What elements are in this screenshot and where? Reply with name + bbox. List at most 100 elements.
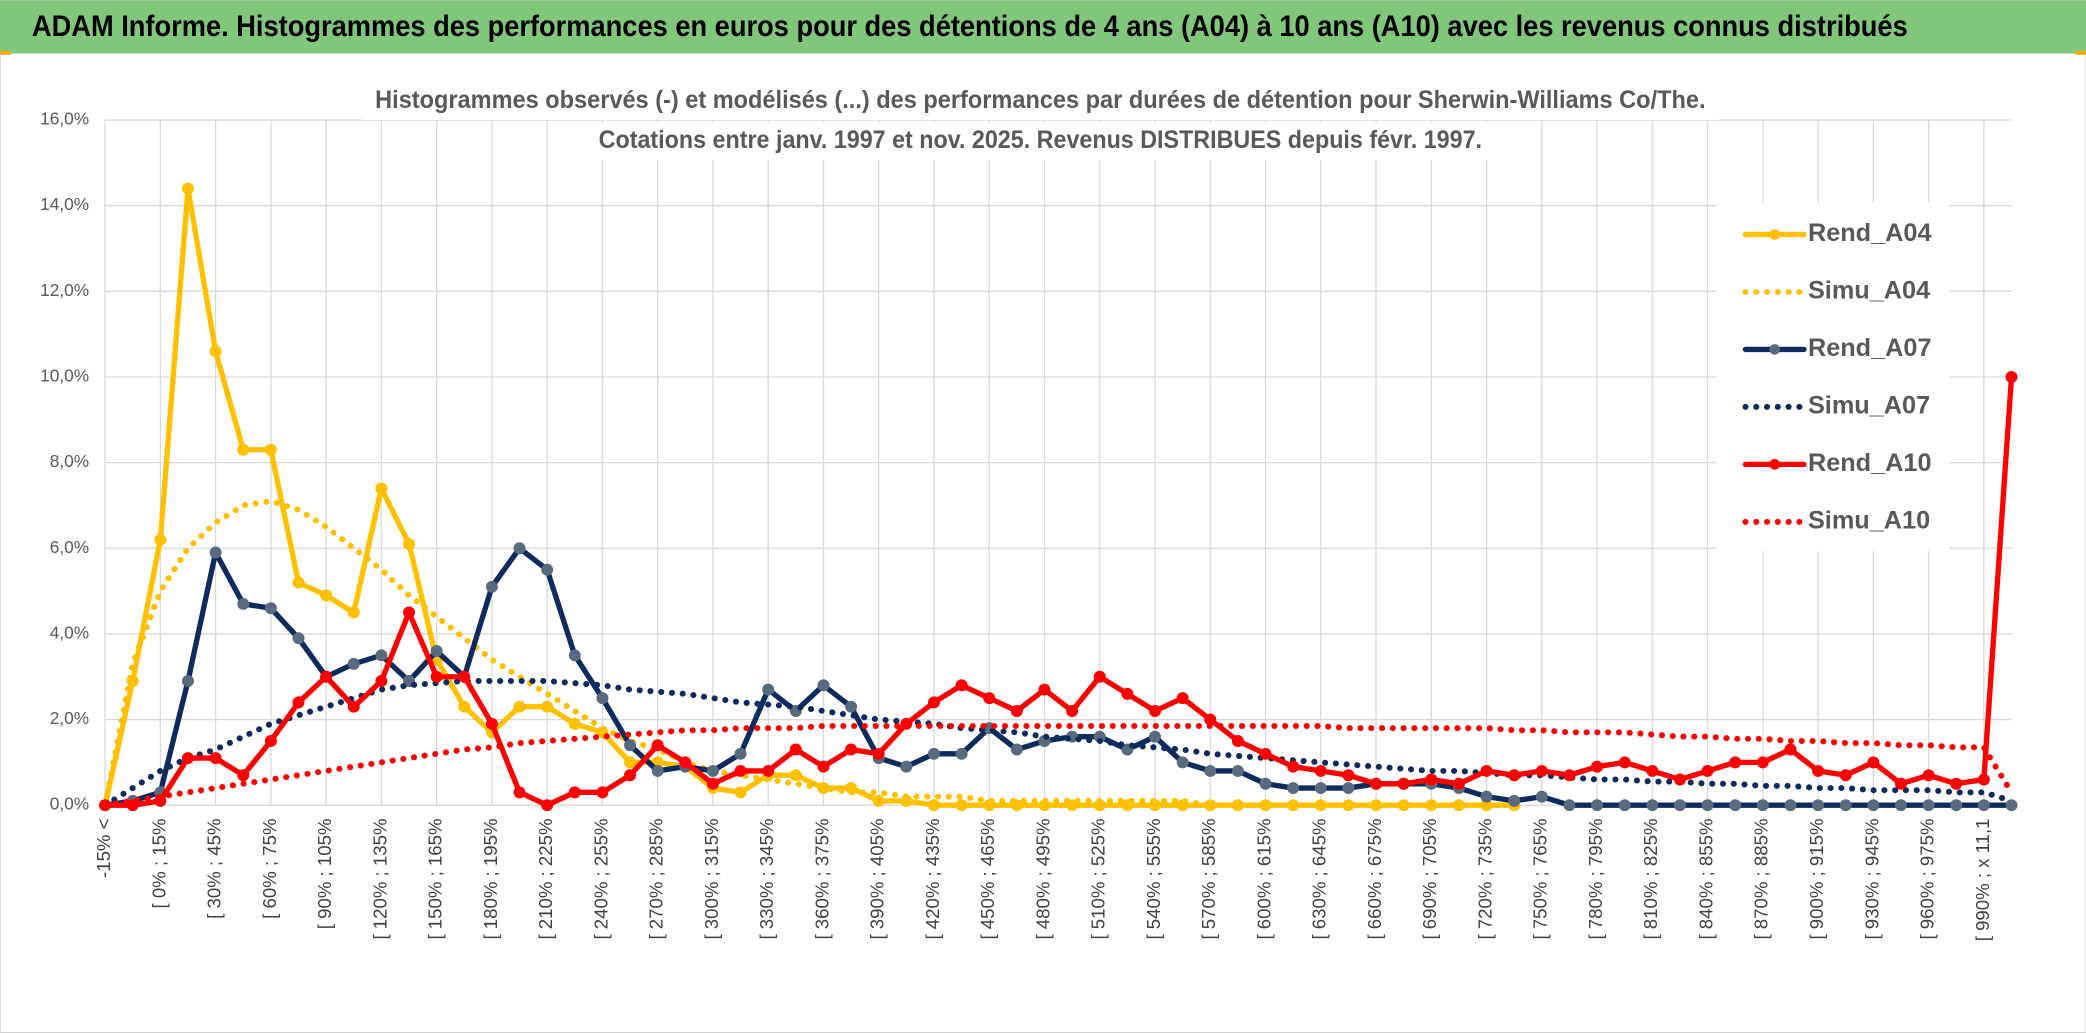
data-point [1784,743,1797,756]
data-point [347,700,360,713]
model-line [102,498,1518,809]
data-point [1038,683,1051,696]
data-point [1563,799,1576,812]
data-point [1314,764,1327,777]
data-point [1093,670,1106,683]
data-point [706,777,719,790]
data-point [651,739,664,752]
y-tick-label: 8,0% [50,451,89,471]
data-point [1812,764,1825,777]
data-point [1314,782,1327,795]
page-title: ADAM Informe. Histogrammes des performan… [32,11,1908,43]
x-tick-label: [ 810% ; 825% [1640,818,1661,939]
data-point [762,764,775,777]
legend-label: Simu_A10 [1808,506,1930,534]
y-tick-label: 2,0% [50,708,89,728]
x-tick-label: [ 90% ; 105% [314,818,335,929]
data-point [1287,760,1300,773]
data-point [1673,773,1686,786]
data-point [1922,799,1935,812]
data-point [292,632,305,645]
data-point [1535,764,1548,777]
corner-mark [2075,50,2086,55]
data-point [1618,799,1631,812]
title-background [361,82,1719,121]
data-point [789,769,802,782]
data-point [1812,799,1825,812]
data-point [375,675,388,687]
data-point [237,443,250,456]
data-point [568,717,581,730]
data-point [403,606,416,619]
data-point [181,752,194,765]
data-point [1977,773,1990,786]
data-point [1425,773,1438,786]
data-point [1729,756,1742,769]
data-point [872,747,885,760]
x-tick-label: [ 270% ; 285% [646,818,667,939]
data-point [1756,799,1769,812]
legend-label: Simu_A04 [1808,277,1930,305]
x-tick-label: [ 990% ; x 11,1 [1972,818,1993,941]
data-point [1149,704,1161,717]
data-point [1591,799,1604,812]
data-point [209,345,222,358]
data-point [1508,794,1521,807]
data-point [1867,756,1880,769]
data-point [541,799,554,812]
y-tick-label: 12,0% [40,280,89,300]
data-point [209,752,222,765]
data-point [485,717,498,730]
title-bar [0,0,2086,54]
data-point [1259,747,1272,760]
data-point [955,679,968,692]
data-point [2005,799,2018,812]
x-tick-label: [ 60% ; 75% [259,818,280,918]
data-point [1480,764,1493,777]
data-point [347,657,360,670]
data-point [1950,799,1963,812]
x-tick-label: [ 960% ; 975% [1917,818,1938,939]
data-point [1121,687,1134,700]
data-point [264,602,277,615]
data-point [734,747,747,760]
data-point [375,649,388,662]
x-tick-label: [ 120% ; 135% [369,818,390,939]
x-tick-label: [ 660% ; 675% [1364,818,1385,939]
data-point [1894,777,1907,790]
data-point [734,764,747,777]
data-point [927,747,940,760]
y-tick-label: 16,0% [40,109,89,129]
data-point [624,769,637,782]
data-point [181,675,194,687]
data-point [1176,756,1189,769]
data-point [651,764,664,777]
x-tick-label: [ 510% ; 525% [1088,818,1109,939]
data-point [955,747,968,760]
data-point [1673,799,1686,812]
data-point [845,743,858,756]
data-point [430,645,443,658]
data-point [1342,782,1355,795]
x-tick-label: [ 900% ; 915% [1806,818,1827,939]
data-point [237,769,250,782]
x-tick-label: [ 750% ; 765% [1530,818,1551,939]
legend-label: Simu_A07 [1808,392,1930,420]
data-point [789,743,802,756]
data-point [624,756,637,769]
data-point [1342,769,1355,782]
data-point [624,739,637,752]
data-point [181,182,194,195]
data-point [1204,764,1217,777]
x-tick-label: [ 600% ; 615% [1253,818,1274,939]
y-tick-label: 10,0% [40,366,89,386]
grid [104,82,2012,806]
data-point [513,700,526,713]
data-point [485,580,498,593]
data-point [292,696,305,709]
data-point [1922,769,1935,782]
data-point [1867,799,1880,812]
data-point [1397,777,1410,790]
